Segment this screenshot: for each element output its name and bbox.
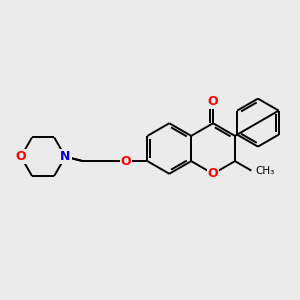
Text: O: O xyxy=(16,150,26,163)
Text: N: N xyxy=(60,150,70,163)
Text: O: O xyxy=(121,154,131,168)
Text: O: O xyxy=(208,95,218,108)
Text: O: O xyxy=(208,167,218,180)
Text: CH₃: CH₃ xyxy=(255,166,274,176)
